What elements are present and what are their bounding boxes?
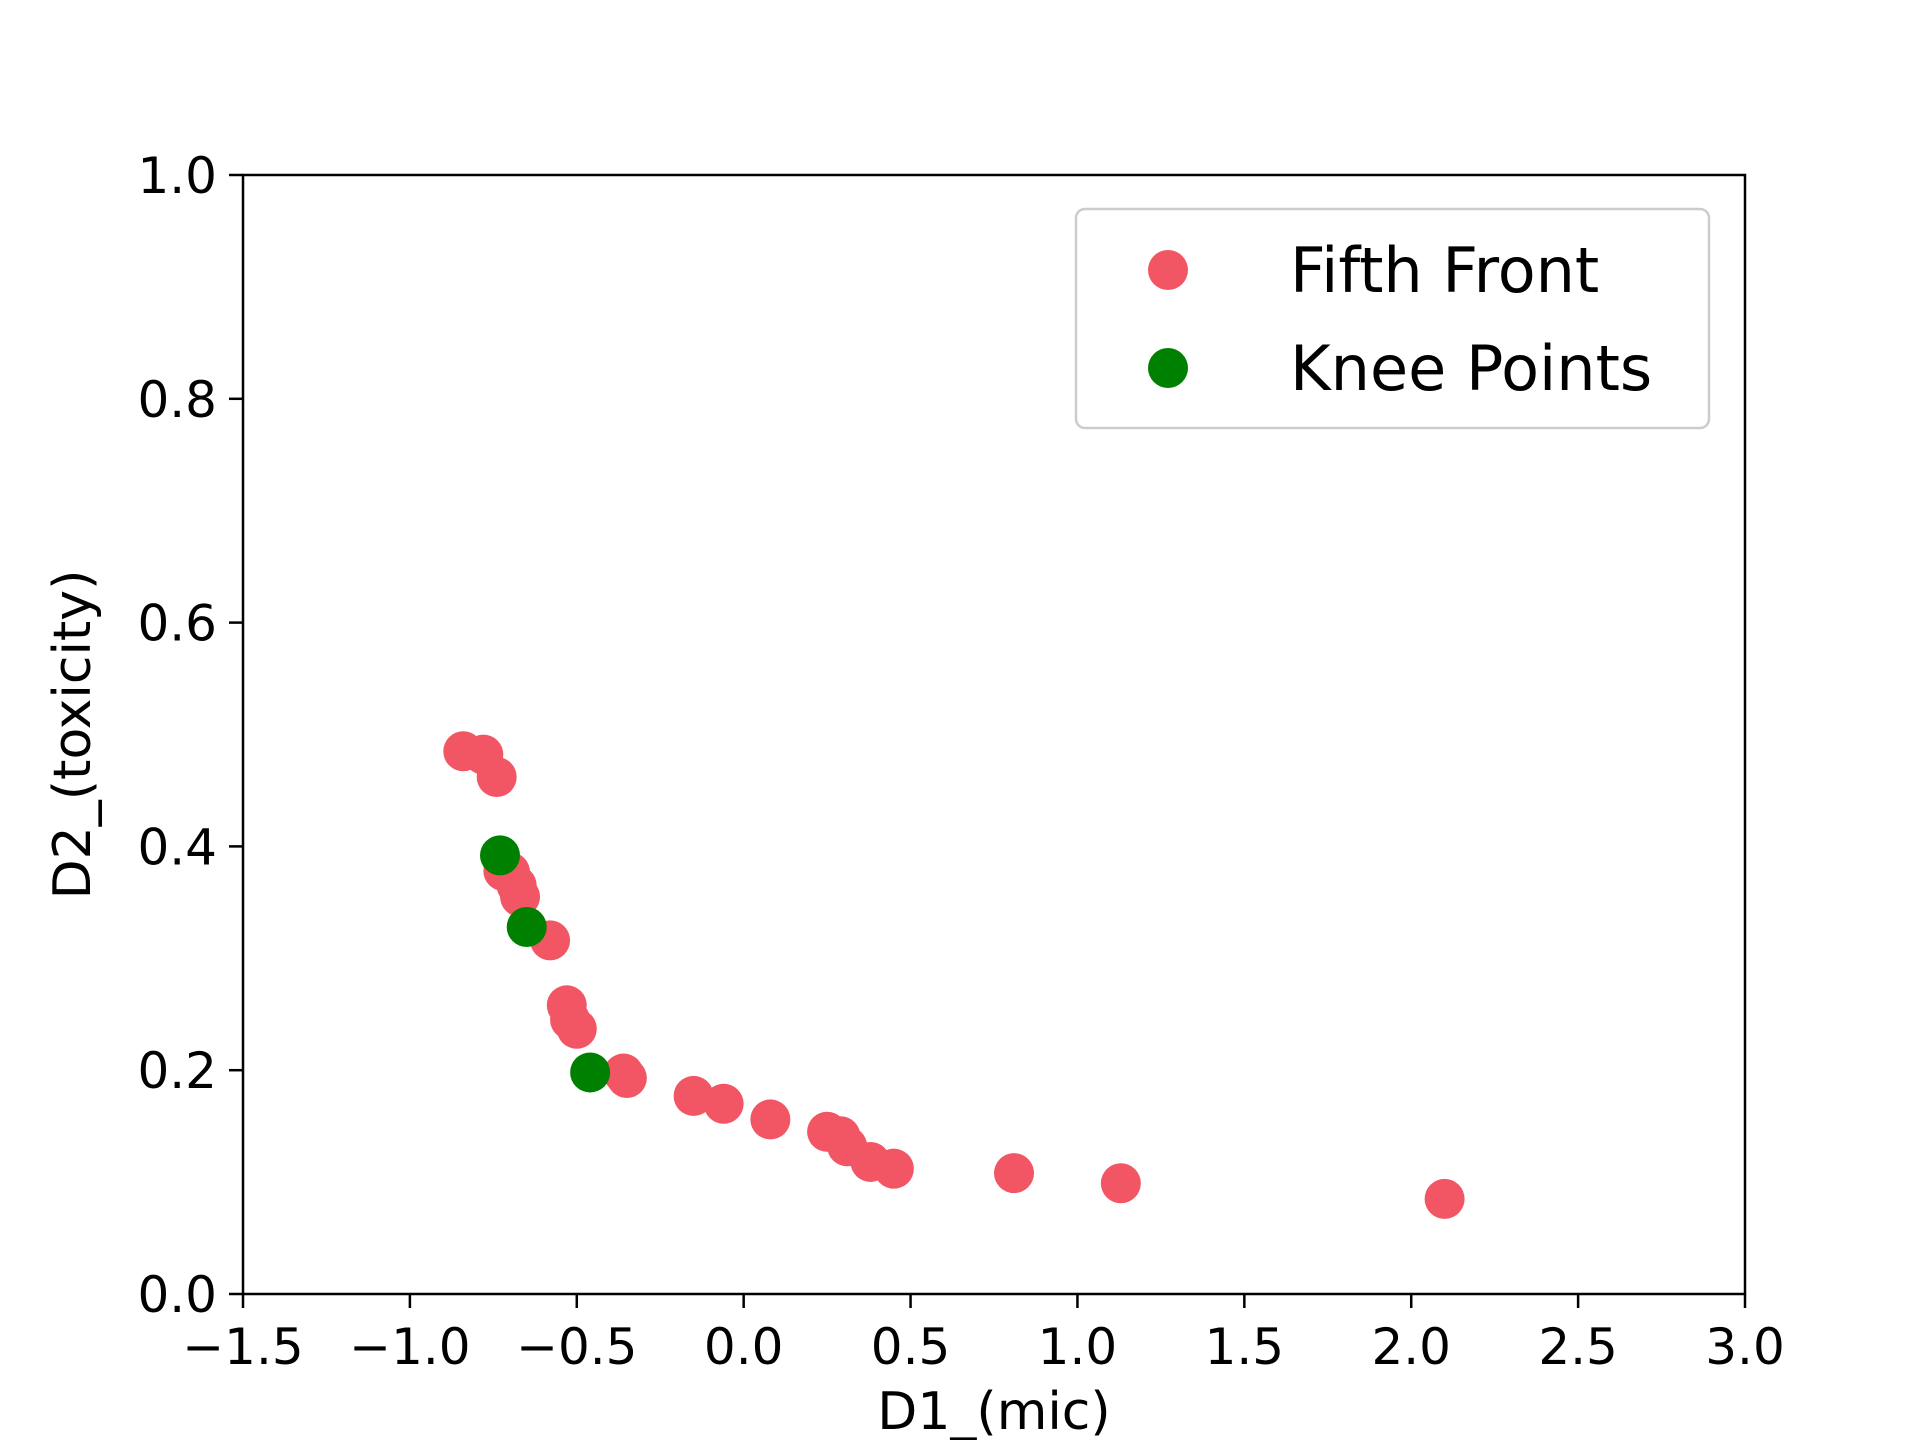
x-axis-label: D1_(mic) [877,1382,1110,1440]
x-tick-label: −1.5 [182,1318,303,1376]
y-axis-ticks: 0.0 0.2 0.4 0.6 0.8 1.0 [137,147,243,1324]
legend: Fifth Front Knee Points [1074,207,1711,430]
y-tick-label: 0.2 [137,1042,217,1100]
point-fifth-front [606,1058,647,1099]
point-knee-points [506,906,547,947]
x-tick-label: 2.0 [1371,1318,1451,1376]
legend-marker-fifth-front [1148,250,1188,290]
point-fifth-front [994,1153,1035,1194]
legend-label-knee-points: Knee Points [1290,332,1652,405]
x-tick-label: 1.0 [1038,1318,1118,1376]
x-tick-label: 2.5 [1538,1318,1618,1376]
legend-marker-knee-points [1148,348,1188,388]
data-points [443,731,1465,1219]
point-fifth-front [500,876,541,917]
y-tick-label: 0.8 [137,371,217,429]
y-tick-label: 1.0 [137,147,217,205]
point-fifth-front [476,757,517,798]
legend-label-fifth-front: Fifth Front [1290,234,1599,307]
point-fifth-front [703,1083,744,1124]
point-fifth-front [1100,1163,1141,1204]
x-tick-label: −0.5 [516,1318,637,1376]
point-fifth-front [673,1075,714,1116]
y-tick-label: 0.0 [137,1266,217,1324]
point-fifth-front [873,1148,914,1189]
point-knee-points [570,1052,611,1093]
point-fifth-front [750,1099,791,1140]
point-fifth-front [1424,1178,1465,1219]
x-tick-label: 0.0 [704,1318,784,1376]
x-tick-label: −1.0 [349,1318,470,1376]
y-axis-label: D2_(toxicity) [43,570,103,900]
x-tick-label: 0.5 [871,1318,951,1376]
x-axis-ticks: −1.5 −1.0 −0.5 0.0 0.5 1.0 1.5 2.0 2.5 3.0 [182,1294,1785,1376]
legend-box [1074,207,1711,430]
x-tick-label: 1.5 [1205,1318,1285,1376]
y-tick-label: 0.4 [137,818,217,876]
point-knee-points [480,835,521,876]
point-fifth-front [556,1008,597,1049]
x-tick-label: 3.0 [1705,1318,1785,1376]
plot-frame [241,173,1747,1296]
y-tick-label: 0.6 [137,595,217,653]
